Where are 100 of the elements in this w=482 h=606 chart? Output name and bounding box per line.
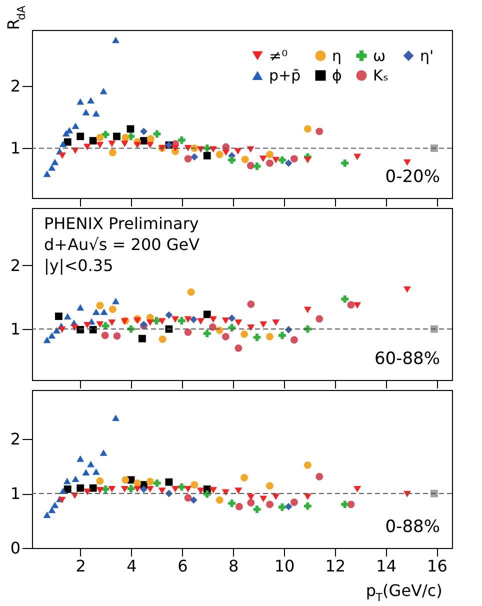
point — [228, 500, 236, 508]
point — [354, 486, 362, 492]
x-tick-label: 10 — [274, 556, 295, 576]
point — [253, 334, 261, 342]
point — [222, 318, 230, 324]
point — [87, 460, 95, 468]
point — [184, 155, 192, 162]
point — [304, 502, 312, 510]
point — [197, 318, 204, 325]
point — [184, 486, 192, 492]
point — [76, 98, 84, 105]
point — [112, 298, 120, 304]
point — [354, 154, 362, 160]
point — [216, 150, 224, 158]
point — [203, 152, 211, 160]
point — [253, 162, 261, 170]
legend-label: ≠⁰ — [269, 46, 288, 65]
point — [184, 494, 192, 502]
point — [127, 484, 135, 492]
annotation: 0-20% — [385, 167, 440, 187]
point — [43, 512, 51, 518]
point — [153, 130, 161, 138]
y-tick-label: 2 — [10, 430, 20, 449]
point — [210, 316, 217, 323]
y-tick-label: 1 — [10, 138, 20, 158]
point — [316, 128, 324, 136]
x-tick-label: 14 — [376, 556, 396, 576]
y-tick-label: 2 — [10, 256, 20, 275]
point — [284, 502, 292, 510]
point — [58, 152, 66, 159]
point — [235, 502, 243, 510]
point — [304, 461, 312, 469]
point — [134, 486, 142, 492]
point — [92, 468, 100, 475]
point — [190, 153, 198, 161]
point — [140, 485, 148, 493]
point — [266, 159, 274, 167]
point — [76, 455, 84, 462]
point — [430, 144, 438, 152]
point — [140, 128, 148, 136]
x-tick-label: 2 — [76, 556, 86, 576]
point — [203, 330, 211, 338]
point — [108, 148, 116, 156]
point — [108, 319, 116, 326]
point — [58, 496, 66, 504]
point — [120, 486, 128, 492]
y-tick-label: 0 — [10, 538, 20, 558]
point — [122, 134, 130, 142]
point — [76, 304, 84, 311]
legend-label: ϕ — [332, 66, 342, 84]
point — [290, 155, 298, 162]
point — [178, 317, 186, 324]
point — [108, 306, 116, 313]
annotation: PHENIX Preliminary — [44, 214, 199, 233]
annotation: 0-88% — [385, 517, 440, 537]
point — [126, 125, 134, 133]
point — [241, 156, 249, 164]
point — [354, 302, 362, 309]
point — [290, 336, 298, 344]
point — [178, 483, 186, 491]
point — [158, 318, 166, 325]
point — [278, 332, 286, 340]
y-tick-label: 2 — [10, 76, 20, 96]
point — [347, 500, 355, 508]
point — [76, 132, 84, 140]
point — [272, 156, 280, 164]
point — [138, 334, 146, 342]
legend-label: ω — [373, 46, 386, 65]
x-tick-label: 12 — [325, 556, 346, 576]
point — [184, 145, 192, 152]
point — [100, 449, 108, 456]
point — [59, 140, 67, 148]
point — [96, 142, 104, 148]
point — [48, 332, 56, 339]
point — [240, 474, 248, 482]
point — [216, 326, 224, 334]
point — [89, 484, 97, 492]
point — [284, 159, 292, 167]
point — [304, 494, 312, 500]
point — [66, 126, 74, 134]
point — [92, 308, 100, 316]
point — [146, 486, 154, 492]
point — [234, 344, 242, 352]
point — [102, 485, 110, 493]
point — [134, 479, 142, 487]
point — [247, 300, 255, 308]
point — [122, 476, 130, 484]
point — [96, 477, 104, 485]
point — [240, 330, 248, 338]
point — [134, 318, 142, 324]
point — [272, 319, 280, 326]
point — [120, 140, 128, 148]
point — [260, 496, 268, 502]
point — [102, 130, 110, 138]
point — [89, 326, 97, 334]
point — [266, 500, 274, 508]
point — [101, 332, 109, 340]
point — [96, 302, 104, 310]
point — [341, 500, 349, 508]
point — [43, 170, 51, 177]
